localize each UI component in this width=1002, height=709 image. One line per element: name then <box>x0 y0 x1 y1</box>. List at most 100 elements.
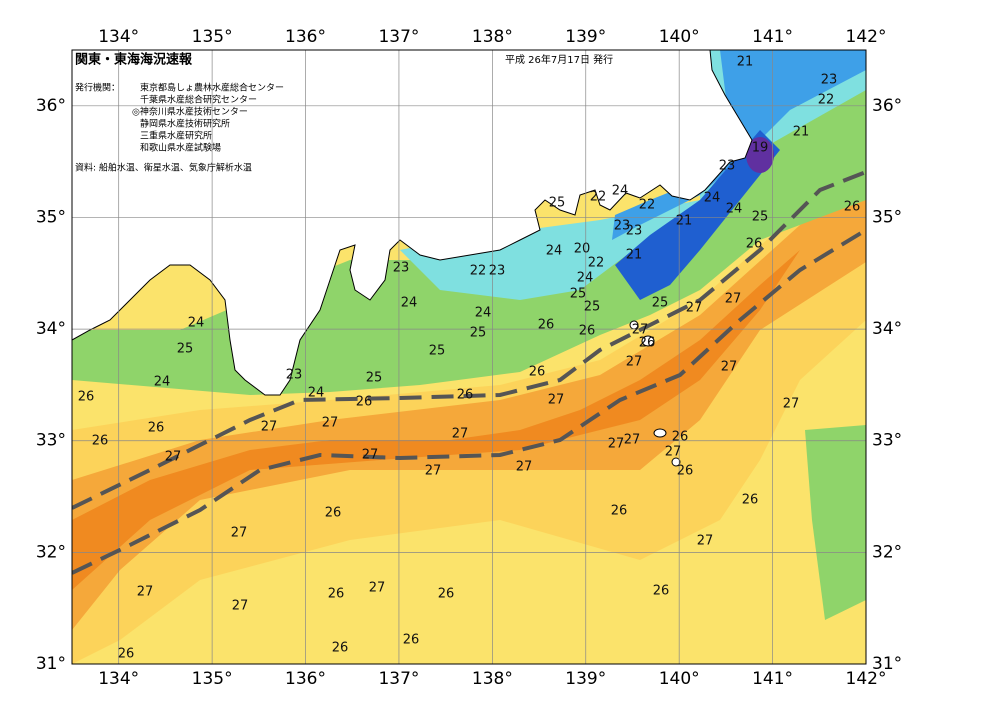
temperature-label: 25 <box>366 371 383 386</box>
temperature-label: 26 <box>579 324 596 339</box>
issuer: 三重県水産研究所 <box>140 130 212 142</box>
lat-tick-label: 34° <box>872 319 902 339</box>
temperature-label: 26 <box>92 434 109 449</box>
temperature-label: 24 <box>401 296 418 311</box>
lon-tick-label: 141° <box>752 27 793 47</box>
sea-green-east <box>805 425 866 620</box>
issuer: 静岡県水産技術研究所 <box>140 118 230 130</box>
lon-tick-label: 134° <box>98 27 139 47</box>
lon-tick-label: 142° <box>846 669 887 689</box>
lat-tick-label: 34° <box>36 319 66 339</box>
temperature-label: 27 <box>686 301 703 316</box>
temperature-label: 25 <box>429 344 446 359</box>
temperature-label: 24 <box>577 271 594 286</box>
lon-tick-label: 139° <box>565 27 606 47</box>
temperature-label: 25 <box>470 326 487 341</box>
source: 資料: 船舶水温、衛星水温、気象庁解析水温 <box>75 162 252 174</box>
temperature-label: 23 <box>719 159 736 174</box>
temperature-label: 25 <box>570 287 587 302</box>
temperature-label: 27 <box>721 360 738 375</box>
temperature-label: 27 <box>425 464 442 479</box>
lon-tick-label: 135° <box>192 27 233 47</box>
temperature-label: 26 <box>639 336 656 351</box>
lon-tick-label: 138° <box>472 669 513 689</box>
temperature-label: 26 <box>356 395 373 410</box>
temperature-label: 27 <box>783 397 800 412</box>
temperature-label: 24 <box>308 386 325 401</box>
temperature-label: 25 <box>752 210 769 225</box>
temperature-label: 27 <box>516 460 533 475</box>
temperature-label: 25 <box>549 196 566 211</box>
temperature-label: 27 <box>362 448 379 463</box>
temperature-label: 25 <box>652 296 669 311</box>
land <box>72 50 753 396</box>
issuer: ◎神奈川県水産技術センター <box>132 106 248 118</box>
temperature-label: 27 <box>697 534 714 549</box>
temperature-label: 22 <box>470 264 487 279</box>
temperature-label: 24 <box>546 244 563 259</box>
lon-tick-label: 142° <box>846 27 887 47</box>
temperature-label: 26 <box>332 641 349 656</box>
temperature-label: 27 <box>548 393 565 408</box>
temperature-label: 26 <box>611 504 628 519</box>
temperature-label: 22 <box>818 93 835 108</box>
lat-tick-label: 35° <box>872 207 902 227</box>
lat-tick-label: 35° <box>36 207 66 227</box>
lon-tick-label: 140° <box>659 27 700 47</box>
temperature-label: 24 <box>188 316 205 331</box>
graticule <box>72 50 866 664</box>
temperature-label: 24 <box>154 375 171 390</box>
temperature-label: 24 <box>704 191 721 206</box>
lon-tick-label: 141° <box>752 669 793 689</box>
lon-tick-label: 140° <box>659 669 700 689</box>
issue-date: 平成 26年7月17日 発行 <box>505 53 613 66</box>
kuroshio-axis-north <box>72 170 866 510</box>
temperature-label: 19 <box>752 141 769 156</box>
temperature-label: 26 <box>529 365 546 380</box>
temperature-label: 27 <box>137 585 154 600</box>
temperature-label: 25 <box>177 342 194 357</box>
lon-tick-label: 138° <box>472 27 513 47</box>
lat-tick-label: 33° <box>36 431 66 451</box>
island <box>653 428 667 438</box>
temperature-label: 27 <box>231 526 248 541</box>
temperature-label: 26 <box>325 506 342 521</box>
temperature-label: 26 <box>148 421 165 436</box>
temperature-label: 24 <box>726 202 743 217</box>
frame <box>71 49 867 665</box>
temperature-label: 27 <box>624 433 641 448</box>
temperature-label: 21 <box>676 214 693 229</box>
temperature-label: 21 <box>793 125 810 140</box>
lon-tick-label: 139° <box>565 669 606 689</box>
temperature-label: 26 <box>438 587 455 602</box>
temperature-label: 25 <box>584 300 601 315</box>
issuers: 東京都島しょ農林水産総合センター千葉県水産総合研究センター◎神奈川県水産技術セン… <box>132 82 284 154</box>
temperature-label: 26 <box>538 318 555 333</box>
temperature-label: 27 <box>369 581 386 596</box>
temperature-label: 26 <box>118 647 135 662</box>
temperature-label: 26 <box>653 584 670 599</box>
temperature-label: 27 <box>452 427 469 442</box>
temperature-label: 26 <box>742 493 759 508</box>
lat-tick-label: 36° <box>36 96 66 116</box>
temperature-label: 23 <box>489 264 506 279</box>
temperature-label: 27 <box>626 355 643 370</box>
temperature-label: 26 <box>844 200 861 215</box>
kuroshio-axis-south <box>72 228 866 575</box>
lon-tick-label: 135° <box>192 669 233 689</box>
lon-tick-label: 137° <box>378 669 419 689</box>
temperature-label: 27 <box>632 323 649 338</box>
issuer: 東京都島しょ農林水産総合センター <box>140 82 284 94</box>
sea-orange <box>72 190 866 630</box>
temperature-label: 24 <box>475 306 492 321</box>
island <box>671 457 681 467</box>
temperature-label: 22 <box>639 198 656 213</box>
temperature-label: 26 <box>677 464 694 479</box>
temperature-label: 27 <box>232 599 249 614</box>
sea-deep-blue <box>615 130 780 300</box>
issuer-label: 発行機関： <box>75 82 120 94</box>
temperature-label: 24 <box>612 184 629 199</box>
